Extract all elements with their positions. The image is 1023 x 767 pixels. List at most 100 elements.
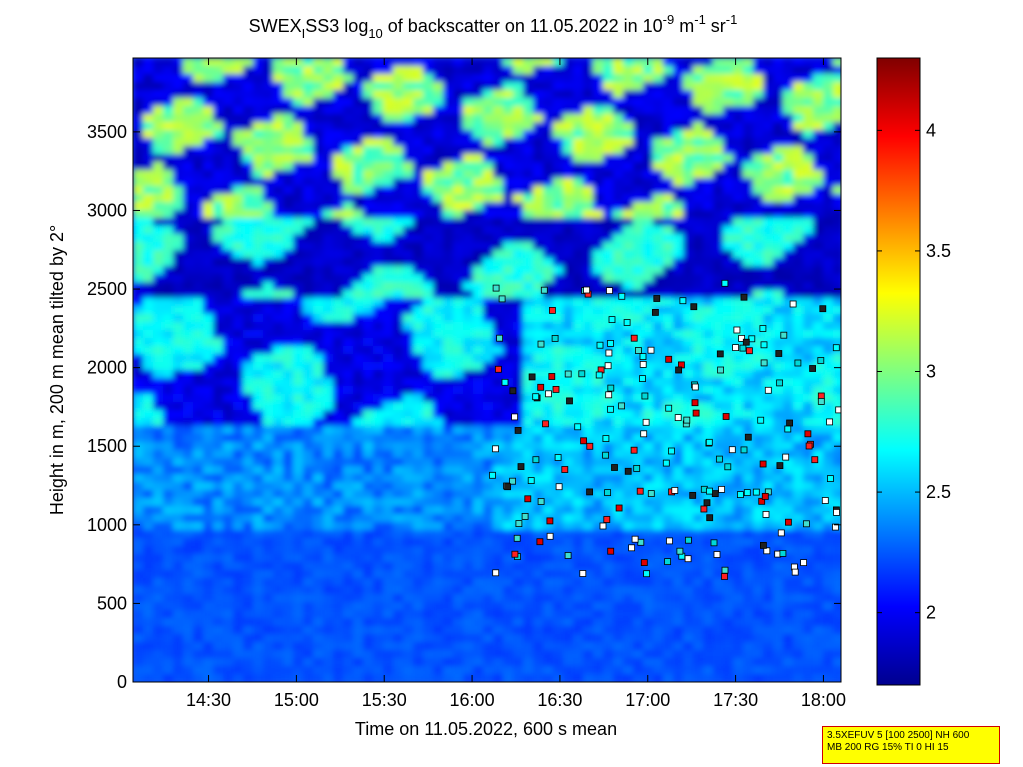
heatmap-cell	[133, 90, 144, 99]
heatmap-cell	[193, 146, 204, 155]
heatmap-cell	[473, 410, 484, 419]
heatmap-cell	[533, 242, 544, 251]
heatmap-cell	[413, 258, 424, 267]
heatmap-cell	[533, 66, 544, 75]
heatmap-cell	[263, 138, 274, 147]
heatmap-cell	[833, 162, 841, 171]
heatmap-cell	[233, 514, 244, 523]
heatmap-cell	[303, 258, 314, 267]
heatmap-cell	[553, 170, 564, 179]
heatmap-cell	[773, 322, 784, 331]
heatmap-cell	[783, 402, 794, 411]
heatmap-cell	[643, 178, 654, 187]
heatmap-cell	[553, 522, 564, 531]
heatmap-cell	[313, 90, 324, 99]
heatmap-cell	[343, 498, 354, 507]
heatmap-cell	[403, 378, 414, 387]
heatmap-cell	[583, 250, 594, 259]
heatmap-cell	[433, 162, 444, 171]
heatmap-cell	[383, 282, 394, 291]
heatmap-cell	[183, 538, 194, 547]
heatmap-cell	[633, 506, 644, 515]
heatmap-cell	[753, 338, 764, 347]
heatmap-cell	[663, 514, 674, 523]
heatmap-cell	[213, 210, 224, 219]
heatmap-cell	[233, 378, 244, 387]
heatmap-cell	[313, 514, 324, 523]
heatmap-cell	[153, 234, 164, 243]
heatmap-cell	[393, 114, 404, 123]
heatmap-cell	[613, 378, 624, 387]
heatmap-cell	[343, 434, 354, 443]
heatmap-cell	[723, 58, 734, 67]
heatmap-cell	[383, 362, 394, 371]
heatmap-cell	[473, 514, 484, 523]
heatmap-plot-area	[132, 57, 842, 683]
heatmap-cell	[443, 458, 454, 467]
heatmap-cell	[393, 458, 404, 467]
heatmap-cell	[793, 130, 804, 139]
heatmap-cell	[793, 354, 804, 363]
heatmap-cell	[603, 146, 614, 155]
heatmap-cell	[203, 210, 214, 219]
heatmap-cell	[163, 594, 174, 603]
heatmap-cell	[573, 530, 584, 539]
heatmap-cell	[503, 106, 514, 115]
heatmap-cell	[203, 98, 214, 107]
heatmap-cell	[643, 378, 654, 387]
heatmap-cell	[443, 218, 454, 227]
heatmap-cell	[623, 90, 634, 99]
heatmap-cell	[253, 386, 264, 395]
heatmap-cell	[373, 146, 384, 155]
heatmap-cell	[423, 442, 434, 451]
heatmap-cell	[393, 386, 404, 395]
heatmap-cell	[593, 450, 604, 459]
heatmap-cell	[643, 266, 654, 275]
heatmap-cell	[243, 274, 254, 283]
heatmap-cell	[163, 82, 174, 91]
heatmap-cell	[623, 586, 634, 595]
heatmap-cell	[343, 154, 354, 163]
heatmap-cell	[823, 314, 834, 323]
heatmap-cell	[273, 362, 284, 371]
heatmap-cell	[493, 218, 504, 227]
heatmap-cell	[503, 194, 514, 203]
heatmap-cell	[183, 210, 194, 219]
heatmap-cell	[343, 482, 354, 491]
heatmap-cell	[713, 130, 724, 139]
heatmap-cell	[473, 250, 484, 259]
heatmap-cell	[663, 386, 674, 395]
heatmap-cell	[683, 562, 694, 571]
heatmap-cell	[503, 330, 514, 339]
heatmap-cell	[763, 314, 774, 323]
heatmap-cell	[563, 330, 574, 339]
heatmap-cell	[823, 546, 834, 555]
heatmap-cell	[623, 194, 634, 203]
heatmap-cell	[553, 154, 564, 163]
heatmap-cell	[643, 546, 654, 555]
heatmap-cell	[343, 338, 354, 347]
heatmap-cell	[133, 426, 144, 435]
heatmap-cell	[243, 130, 254, 139]
heatmap-cell	[513, 218, 524, 227]
heatmap-cell	[723, 370, 734, 379]
heatmap-cell	[503, 82, 514, 91]
heatmap-cell	[303, 346, 314, 355]
heatmap-cell	[543, 74, 554, 83]
heatmap-cell	[513, 82, 524, 91]
heatmap-cell	[783, 482, 794, 491]
heatmap-cell	[463, 482, 474, 491]
heatmap-cell	[283, 530, 294, 539]
heatmap-cell	[463, 506, 474, 515]
heatmap-cell	[383, 610, 394, 619]
heatmap-cell	[303, 578, 314, 587]
heatmap-cell	[823, 522, 834, 531]
heatmap-cell	[773, 290, 784, 299]
heatmap-cell	[723, 194, 734, 203]
heatmap-cell	[603, 90, 614, 99]
heatmap-cell	[773, 122, 784, 131]
heatmap-cell	[313, 154, 324, 163]
heatmap-cell	[433, 378, 444, 387]
heatmap-cell	[523, 106, 534, 115]
heatmap-cell	[263, 410, 274, 419]
